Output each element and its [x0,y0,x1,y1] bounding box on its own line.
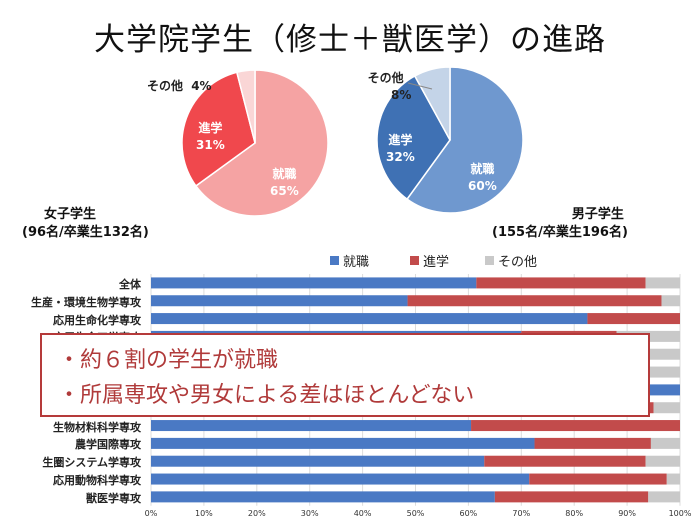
x-tick-label: 40% [353,509,372,518]
x-tick-label: 90% [618,509,636,518]
bar-segment-0-row-10 [151,455,485,467]
callout-line-1: ・約６割の学生が就職 [58,348,279,373]
category-label: 全体 [119,278,141,291]
female-other-name: その他 [147,79,184,93]
male-label-study: 進学 32% [386,132,415,166]
category-label: 農学国際専攻 [75,438,141,452]
legend-swatch-employment [330,256,339,265]
male-study-value: 32% [386,150,415,164]
male-employment-value: 60% [468,179,497,193]
legend-label-study: 進学 [423,255,450,270]
bar-segment-0-row-0 [151,277,477,289]
male-other-leader-line [407,82,433,90]
category-label: 生産・環境生物学専攻 [31,295,141,309]
bar-segment-1-row-0 [476,277,646,289]
bar-segment-2-row-9 [650,437,680,449]
bar-segment-0-row-11 [151,473,530,485]
legend-label-other: その他 [498,255,538,270]
bar-segment-1-row-9 [534,437,651,449]
male-pie-slice-0 [406,66,524,214]
bar-segment-2-row-10 [645,455,680,467]
bar-segment-2-row-11 [666,473,680,485]
legend-swatch-other [485,256,494,265]
pie-charts [181,66,524,217]
x-tick-label: 100% [668,509,692,518]
bar-segment-1-row-8 [471,420,680,432]
male-label-employment: 就職 60% [468,161,497,195]
bar-segment-2-row-5 [642,366,680,378]
x-tick-label: 10% [195,509,213,518]
female-employment-name: 就職 [272,167,297,181]
legend-label-employment: 就職 [343,255,370,270]
x-tick-label: 50% [406,509,425,518]
male-other-value: 8% [391,88,412,102]
category-label: 生圏システム学専攻 [42,456,141,470]
bar-segment-1-row-11 [529,473,667,485]
male-study-name: 進学 [388,133,413,147]
bar-segment-1-row-12 [494,491,649,503]
legend-item-employment: 就職 [330,251,369,270]
female-employment-value: 65% [270,184,299,198]
male-group-label: 男子学生 (155名/卒業生196名) [492,206,628,242]
male-label-other: その他 8% [360,70,412,104]
female-group-note: (96名/卒業生132名) [22,225,149,240]
x-tick-label: 80% [565,509,584,518]
callout-line-2: ・所属専攻や男女による差はほとんどない [58,383,475,408]
female-other-value: 4% [191,79,212,93]
male-pie-slice-1 [376,75,451,201]
female-study-name: 進学 [198,121,223,135]
bar-segment-1-row-10 [484,455,646,467]
x-tick-label: 70% [512,509,531,518]
category-label: 応用生命化学専攻 [53,313,141,327]
x-tick-label: 20% [247,509,266,518]
category-label: 生物材料科学専攻 [53,420,141,434]
male-other-name: その他 [367,71,404,85]
female-label-employment: 就職 65% [270,166,299,200]
male-employment-name: 就職 [470,162,495,176]
legend-item-study: 進学 [410,251,449,270]
female-pie-slice-0 [194,69,329,217]
female-group-label: 女子学生 (96名/卒業生132名) [22,206,149,242]
male-group-title: 男子学生 [571,207,624,222]
legend-item-other: その他 [485,251,537,270]
male-pie-slice-2 [413,66,451,141]
bar-segment-0-row-8 [151,420,472,432]
male-group-note: (155名/卒業生196名) [492,225,628,240]
bar-segment-1-row-2 [587,313,680,325]
bar-segment-0-row-2 [151,313,588,325]
female-pie-slice-2 [235,69,256,144]
bar-segment-0-row-12 [151,491,495,503]
bar-segment-0-row-1 [151,295,408,307]
bar-segment-2-row-4 [642,348,680,360]
bar-segment-2-row-0 [645,277,680,289]
slide-title: 大学院学生（修士＋獣医学）の進路 [94,22,606,58]
bar-segment-2-row-1 [661,295,680,307]
summary-callout: ・約６割の学生が就職 ・所属専攻や男女による差はほとんどない [40,333,650,417]
x-tick-label: 30% [300,509,319,518]
female-study-value: 31% [196,138,225,152]
category-label: 獣医学専攻 [86,491,141,505]
category-label: 応用動物科学専攻 [53,474,141,488]
female-label-other: その他 4% [147,78,212,95]
female-label-study: 進学 31% [196,120,225,154]
bar-segment-2-row-7 [653,402,680,414]
legend-swatch-study [410,256,419,265]
x-tick-label: 60% [459,509,478,518]
bar-segment-2-row-12 [648,491,680,503]
x-tick-label: 0% [144,509,158,518]
bar-segment-0-row-9 [151,437,535,449]
female-group-title: 女子学生 [44,207,97,222]
bar-segment-1-row-1 [407,295,662,307]
female-pie-slice-1 [181,71,256,187]
